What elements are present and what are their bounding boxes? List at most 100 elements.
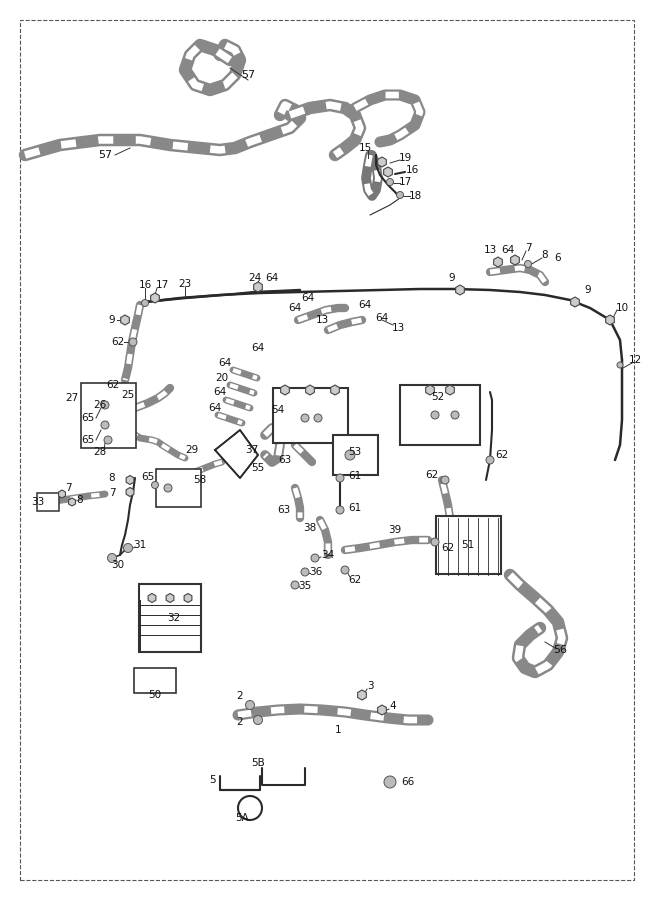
Text: 8: 8	[77, 495, 83, 505]
Text: 51: 51	[461, 540, 475, 550]
Polygon shape	[494, 257, 502, 267]
Text: 64: 64	[251, 343, 265, 353]
Text: 30: 30	[111, 560, 124, 570]
Text: 2: 2	[237, 717, 243, 727]
Text: 12: 12	[628, 355, 642, 365]
Text: 57: 57	[241, 70, 255, 80]
Circle shape	[101, 401, 109, 409]
Text: 3: 3	[367, 681, 373, 691]
Circle shape	[254, 716, 262, 724]
Circle shape	[396, 192, 404, 199]
Text: 9: 9	[109, 315, 115, 325]
Text: 33: 33	[31, 497, 44, 507]
Bar	[400, 385, 480, 445]
Circle shape	[431, 411, 439, 419]
Text: 16: 16	[139, 280, 152, 290]
Circle shape	[238, 796, 262, 820]
Text: 64: 64	[213, 387, 227, 397]
Text: 35: 35	[298, 581, 311, 591]
Polygon shape	[305, 385, 315, 395]
Bar	[80, 382, 135, 447]
Text: 63: 63	[279, 455, 292, 465]
Circle shape	[486, 456, 494, 464]
Text: 13: 13	[391, 323, 405, 333]
Text: 5: 5	[209, 775, 215, 785]
Text: 7: 7	[109, 488, 115, 498]
Polygon shape	[377, 157, 387, 167]
Text: 9: 9	[449, 273, 455, 283]
Text: 58: 58	[194, 475, 207, 485]
Text: 64: 64	[209, 403, 222, 413]
Text: 37: 37	[245, 445, 258, 455]
Circle shape	[525, 260, 532, 267]
Text: 62: 62	[425, 470, 439, 480]
Text: 62: 62	[495, 450, 509, 460]
Text: 25: 25	[122, 390, 135, 400]
Text: 13: 13	[315, 315, 328, 325]
Bar	[436, 516, 500, 574]
Text: 62: 62	[111, 337, 125, 347]
Circle shape	[141, 300, 148, 307]
Text: 64: 64	[301, 293, 315, 303]
Text: 4: 4	[390, 701, 396, 711]
Text: 9: 9	[585, 285, 591, 295]
Circle shape	[101, 421, 109, 429]
Circle shape	[107, 554, 116, 562]
Text: 62: 62	[349, 575, 362, 585]
Text: 56: 56	[553, 645, 567, 655]
Polygon shape	[59, 490, 65, 498]
Circle shape	[301, 414, 309, 422]
Text: 64: 64	[288, 303, 301, 313]
Bar	[139, 584, 201, 652]
Text: 17: 17	[398, 177, 411, 187]
Text: 32: 32	[167, 613, 181, 623]
Text: 18: 18	[408, 191, 422, 201]
Circle shape	[336, 474, 344, 482]
Polygon shape	[254, 282, 262, 292]
Polygon shape	[377, 705, 387, 715]
Bar	[273, 388, 347, 443]
Text: 64: 64	[375, 313, 388, 323]
Polygon shape	[121, 315, 129, 325]
Text: 27: 27	[65, 393, 78, 403]
Text: 62: 62	[441, 543, 455, 553]
Polygon shape	[126, 488, 134, 497]
Text: 36: 36	[309, 567, 322, 577]
Text: 62: 62	[107, 380, 120, 390]
Text: 7: 7	[65, 483, 71, 493]
Text: 50: 50	[148, 690, 162, 700]
Circle shape	[387, 178, 394, 185]
Text: 38: 38	[303, 523, 317, 533]
Circle shape	[291, 581, 299, 589]
Circle shape	[617, 362, 623, 368]
Polygon shape	[445, 385, 455, 395]
Circle shape	[431, 538, 439, 546]
Text: 64: 64	[358, 300, 371, 310]
Polygon shape	[331, 385, 339, 395]
Text: 20: 20	[215, 373, 228, 383]
Text: 65: 65	[81, 413, 95, 423]
Text: 31: 31	[133, 540, 146, 550]
Polygon shape	[215, 430, 258, 478]
Text: 6: 6	[555, 253, 561, 263]
Polygon shape	[606, 315, 614, 325]
Text: 61: 61	[349, 471, 362, 481]
Polygon shape	[571, 297, 579, 307]
Text: 8: 8	[542, 250, 548, 260]
Circle shape	[245, 700, 254, 709]
Text: 65: 65	[81, 435, 95, 445]
Text: 65: 65	[141, 472, 154, 482]
Text: 29: 29	[185, 445, 199, 455]
Text: 5A: 5A	[235, 813, 249, 823]
Text: 24: 24	[249, 273, 262, 283]
Text: 63: 63	[277, 505, 290, 515]
Circle shape	[441, 476, 449, 484]
Text: 55: 55	[251, 463, 265, 473]
Text: 64: 64	[218, 358, 232, 368]
Text: 64: 64	[266, 273, 279, 283]
Text: 66: 66	[402, 777, 415, 787]
Circle shape	[336, 506, 344, 514]
Text: 23: 23	[179, 279, 192, 289]
Text: 13: 13	[483, 245, 496, 255]
Polygon shape	[281, 385, 289, 395]
